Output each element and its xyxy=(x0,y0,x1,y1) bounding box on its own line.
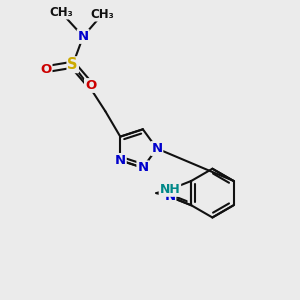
Text: NH: NH xyxy=(160,183,180,196)
Text: CH₃: CH₃ xyxy=(49,6,73,19)
Text: S: S xyxy=(68,57,78,72)
Text: O: O xyxy=(85,79,96,92)
Text: N: N xyxy=(78,30,89,43)
Text: N: N xyxy=(137,161,148,174)
Text: N: N xyxy=(115,154,126,167)
Text: N: N xyxy=(151,142,162,155)
Text: N: N xyxy=(164,190,175,203)
Text: CH₃: CH₃ xyxy=(91,8,114,21)
Text: O: O xyxy=(40,63,52,76)
